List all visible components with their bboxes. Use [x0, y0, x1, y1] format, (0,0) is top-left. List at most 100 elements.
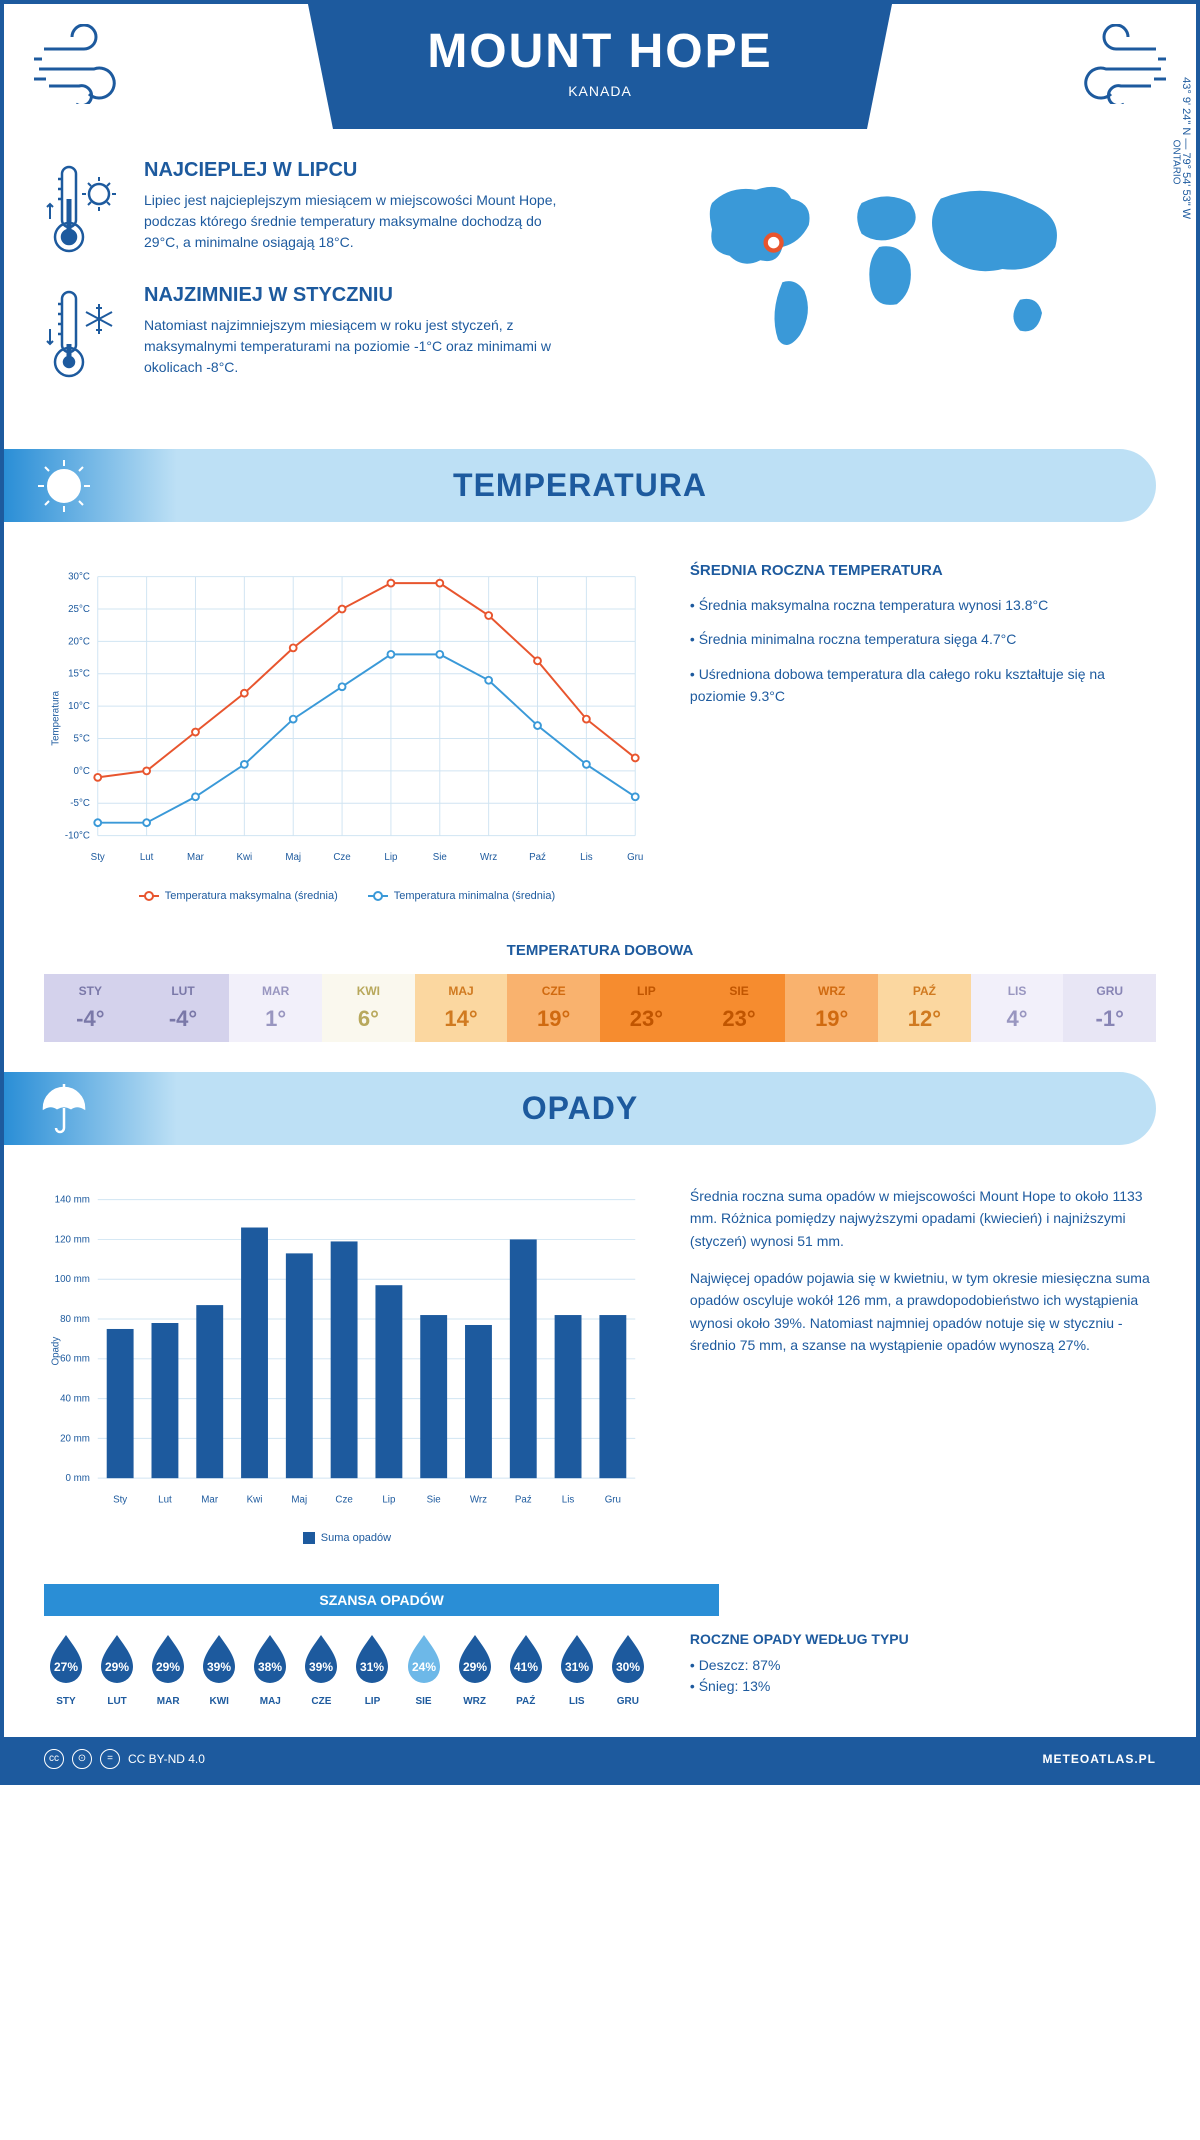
chance-drop: 39% CZE [299, 1631, 343, 1707]
coldest-text: Natomiast najzimniejszym miesiącem w rok… [144, 315, 580, 378]
svg-text:Opady: Opady [51, 1336, 62, 1365]
daily-temp-table: STY-4°LUT-4°MAR1°KWI6°MAJ14°CZE19°LIP23°… [44, 974, 1156, 1042]
chance-drops: 27% STY 29% LUT 29% MAR 39% KWI 38% MAJ … [44, 1631, 650, 1707]
svg-text:39%: 39% [309, 1660, 333, 1674]
precipitation-chart: 0 mm 20 mm 40 mm 60 mm 80 mm 100 mm 120 mm 140 … [44, 1185, 650, 1517]
chance-drop: 29% MAR [146, 1631, 190, 1707]
precip-type-bullet: • Deszcz: 87% [690, 1657, 1156, 1673]
svg-text:Lut: Lut [158, 1494, 172, 1505]
svg-text:0 mm: 0 mm [66, 1473, 90, 1484]
warmest-title: NAJCIEPLEJ W LIPCU [144, 159, 580, 182]
chance-drop: 29% WRZ [453, 1631, 497, 1707]
daily-cell: STY-4° [44, 974, 137, 1042]
svg-text:31%: 31% [565, 1660, 589, 1674]
legend-sum: Suma opadów [321, 1532, 391, 1544]
svg-text:Lis: Lis [562, 1494, 575, 1505]
daily-cell: KWI6° [322, 974, 415, 1042]
chance-header: SZANSA OPADÓW [44, 1584, 719, 1616]
svg-text:60 mm: 60 mm [60, 1353, 90, 1364]
daily-cell: MAR1° [229, 974, 322, 1042]
cc-icon: cc [44, 1749, 64, 1769]
svg-text:-10°C: -10°C [65, 831, 90, 842]
svg-text:20 mm: 20 mm [60, 1433, 90, 1444]
temperature-legend: Temperatura maksymalna (średnia) Tempera… [44, 890, 650, 902]
warmest-text: Lipiec jest najcieplejszym miesiącem w m… [144, 190, 580, 253]
svg-text:10°C: 10°C [68, 701, 90, 712]
page-subtitle: KANADA [183, 83, 1017, 99]
svg-text:80 mm: 80 mm [60, 1314, 90, 1325]
thermometer-hot-icon [44, 159, 124, 259]
by-icon: ⊙ [72, 1749, 92, 1769]
chance-drop: 29% LUT [95, 1631, 139, 1707]
annual-temp-title: ŚREDNIA ROCZNA TEMPERATURA [690, 562, 1156, 579]
chance-drop: 24% SIE [402, 1631, 446, 1707]
chance-drop: 31% LIS [555, 1631, 599, 1707]
temp-bullet: • Uśredniona dobowa temperatura dla całe… [690, 663, 1156, 708]
svg-text:100 mm: 100 mm [55, 1274, 90, 1285]
header-wrap: MOUNT HOPE KANADA [4, 4, 1196, 129]
coldest-block: NAJZIMNIEJ W STYCZNIU Natomiast najzimni… [44, 284, 580, 384]
svg-text:31%: 31% [360, 1660, 384, 1674]
legend-min: Temperatura minimalna (średnia) [394, 890, 555, 902]
svg-text:29%: 29% [105, 1660, 129, 1674]
svg-text:Wrz: Wrz [480, 852, 497, 863]
svg-text:140 mm: 140 mm [55, 1194, 90, 1205]
thermometer-cold-icon [44, 284, 124, 384]
svg-text:Gru: Gru [627, 852, 643, 863]
svg-text:120 mm: 120 mm [55, 1234, 90, 1245]
license-text: CC BY-ND 4.0 [128, 1752, 205, 1766]
precipitation-legend: Suma opadów [44, 1532, 650, 1544]
svg-text:25°C: 25°C [68, 604, 90, 615]
svg-text:Sty: Sty [91, 852, 105, 863]
chance-drop: 38% MAJ [248, 1631, 292, 1707]
svg-text:Maj: Maj [285, 852, 301, 863]
svg-text:Maj: Maj [291, 1494, 307, 1505]
svg-text:20°C: 20°C [68, 636, 90, 647]
coldest-title: NAJZIMNIEJ W STYCZNIU [144, 284, 580, 307]
chance-drop: 31% LIP [350, 1631, 394, 1707]
nd-icon: = [100, 1749, 120, 1769]
svg-text:Gru: Gru [605, 1494, 621, 1505]
svg-text:Paź: Paź [529, 852, 546, 863]
svg-text:Kwi: Kwi [247, 1494, 263, 1505]
svg-text:30°C: 30°C [68, 572, 90, 583]
svg-text:29%: 29% [463, 1660, 487, 1674]
chance-drop: 41% PAŹ [504, 1631, 548, 1707]
svg-text:27%: 27% [54, 1660, 78, 1674]
wind-icon [1056, 24, 1166, 104]
svg-text:Sie: Sie [427, 1494, 441, 1505]
page-header: MOUNT HOPE KANADA [183, 4, 1017, 129]
svg-text:Lut: Lut [140, 852, 154, 863]
precipitation-section-header: OPADY [4, 1072, 1156, 1145]
precip-type-title: ROCZNE OPADY WEDŁUG TYPU [690, 1631, 1156, 1647]
sun-icon [34, 456, 94, 516]
svg-text:38%: 38% [258, 1660, 282, 1674]
coordinates: 43° 9' 24" N — 79° 54' 53" W [1180, 77, 1192, 219]
daily-cell: MAJ14° [415, 974, 508, 1042]
daily-cell: PAŹ12° [878, 974, 971, 1042]
svg-text:Cze: Cze [333, 852, 350, 863]
svg-text:-5°C: -5°C [70, 798, 90, 809]
license: cc ⊙ = CC BY-ND 4.0 [44, 1749, 205, 1769]
site-name: METEOATLAS.PL [1043, 1752, 1156, 1766]
daily-cell: WRZ19° [785, 974, 878, 1042]
svg-text:5°C: 5°C [74, 733, 90, 744]
svg-text:Lis: Lis [580, 852, 593, 863]
svg-text:Mar: Mar [201, 1494, 219, 1505]
precip-para-2: Najwięcej opadów pojawia się w kwietniu,… [690, 1267, 1156, 1357]
svg-text:39%: 39% [207, 1660, 231, 1674]
svg-text:40 mm: 40 mm [60, 1393, 90, 1404]
chance-drop: 39% KWI [197, 1631, 241, 1707]
wind-icon [34, 24, 144, 104]
intro-section: NAJCIEPLEJ W LIPCU Lipiec jest najcieple… [4, 129, 1196, 429]
svg-text:0°C: 0°C [74, 766, 90, 777]
chance-drop: 30% GRU [606, 1631, 650, 1707]
temperature-section-header: TEMPERATURA [4, 449, 1156, 522]
daily-cell: LIS4° [971, 974, 1064, 1042]
svg-text:Sie: Sie [433, 852, 447, 863]
svg-text:Cze: Cze [335, 1494, 352, 1505]
svg-text:Paź: Paź [515, 1494, 532, 1505]
svg-text:24%: 24% [412, 1660, 436, 1674]
svg-text:Sty: Sty [113, 1494, 127, 1505]
precip-para-1: Średnia roczna suma opadów w miejscowośc… [690, 1185, 1156, 1252]
